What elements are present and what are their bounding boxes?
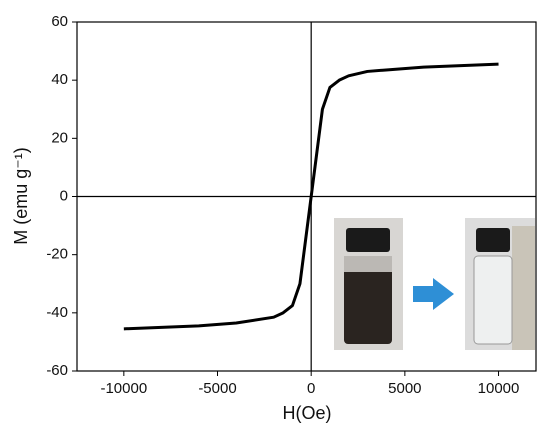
x-axis-label: H(Oe) <box>283 403 332 423</box>
y-tick-label: 20 <box>51 129 68 146</box>
y-tick-label: 60 <box>51 13 68 30</box>
x-tick-label: 0 <box>307 380 315 397</box>
x-tick-label: 10000 <box>478 380 520 397</box>
y-tick-label: 0 <box>60 187 68 204</box>
data-line <box>123 62 499 331</box>
y-tick-label: -40 <box>46 304 68 321</box>
x-tick-label: -5000 <box>198 380 236 397</box>
y-tick-label: -20 <box>46 246 68 263</box>
y-axis-label: M (emu g⁻¹) <box>11 147 31 245</box>
x-tick-label: -10000 <box>100 380 147 397</box>
x-tick-label: 5000 <box>388 380 421 397</box>
y-tick-label: 40 <box>51 71 68 88</box>
y-tick-label: -60 <box>46 362 68 379</box>
inset-photo <box>334 218 535 350</box>
